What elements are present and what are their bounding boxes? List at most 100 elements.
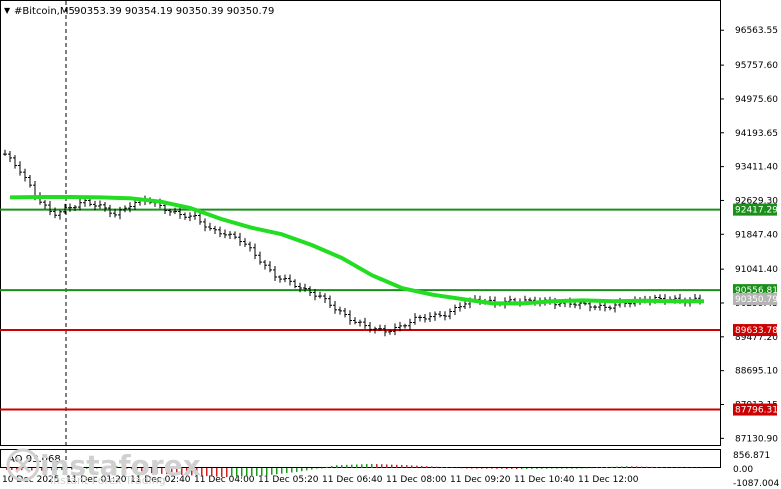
dropdown-arrow-icon[interactable]: ▼ [4, 6, 11, 15]
ao-bar [316, 468, 318, 469]
ohlc-readout: 90353.39 90354.19 90350.39 90350.79 [74, 6, 274, 17]
ao-bar [601, 467, 603, 468]
ao-bar [506, 468, 508, 469]
y-tick-label: 96563.55 [735, 26, 778, 36]
y-tick-label: 88695.10 [735, 367, 778, 377]
x-tick-label: 11 Dec 02:40 [130, 475, 191, 485]
ao-bar [486, 468, 488, 469]
ao-bar [241, 468, 243, 477]
ao-bar [526, 468, 528, 469]
ao-bar [41, 468, 43, 471]
y-tick-label: 94975.60 [735, 95, 778, 105]
ao-bar [21, 468, 23, 471]
ao-bar [286, 468, 288, 474]
ao-bar [301, 468, 303, 472]
ao-bar [536, 468, 538, 469]
ao-bar [226, 468, 228, 478]
ao-bar [261, 468, 263, 476]
x-tick-label: 11 Dec 06:40 [322, 475, 383, 485]
ao-bar [351, 464, 353, 468]
ao-bar [321, 467, 323, 469]
ao-bar [616, 466, 618, 468]
y-tick-label: 91041.40 [735, 265, 778, 275]
y-tick-label: 87130.90 [735, 434, 778, 444]
x-tick-label: 11 Dec 08:00 [386, 475, 447, 485]
ao-bar [581, 467, 583, 469]
ao-bar [656, 467, 658, 468]
x-tick-label: 11 Dec 05:20 [258, 475, 319, 485]
level-tag-label: 89633.78 [735, 326, 778, 336]
ao-bar [641, 466, 643, 468]
y-tick-label: 92629.30 [735, 196, 778, 206]
level-tag-label: 90556.81 [735, 286, 778, 296]
watermark-tagline: Instant Forex Trading [50, 474, 166, 487]
ao-bar [576, 467, 578, 469]
ao-bar [216, 468, 218, 477]
ao-bar [246, 468, 248, 477]
level-tag [733, 293, 777, 306]
ao-bar [371, 463, 373, 468]
ao-bar [501, 468, 503, 469]
ao-bar [681, 467, 683, 468]
ao-bar [31, 468, 33, 471]
ao-bar [671, 467, 673, 468]
x-tick-label: 11 Dec 12:00 [578, 475, 639, 485]
ao-bar [686, 467, 688, 469]
ao-bar [251, 468, 253, 477]
ao-bar [266, 468, 268, 476]
ao-bar [191, 468, 193, 476]
ao-bar [531, 468, 533, 469]
ao-bar [346, 464, 348, 468]
watermark: instaforex Instant Forex Trading [6, 445, 201, 487]
ao-bar [181, 468, 183, 475]
awesome-oscillator [6, 463, 703, 478]
ao-bar [201, 468, 203, 476]
ao-bar [471, 468, 473, 469]
x-tick-label: 11 Dec 01:20 [66, 475, 127, 485]
ao-bar [56, 468, 58, 471]
ao-bar [76, 468, 78, 470]
ao-bar [661, 467, 663, 468]
ao-bar [651, 466, 653, 468]
ao-bar [691, 467, 693, 469]
level-tag-label: 92417.29 [735, 206, 778, 216]
ao-bar [491, 468, 493, 469]
ao-bar [306, 468, 308, 471]
ao-bar [81, 468, 83, 470]
ao-bar [696, 467, 698, 469]
level-tag-label: 87796.31 [735, 406, 778, 416]
x-tick-label: 10 Dec 2025 [2, 475, 60, 485]
ao-bar [441, 466, 443, 468]
ao-bar [146, 468, 148, 473]
ao-bar [496, 468, 498, 469]
ao-scale-bot: -1087.004 [733, 479, 779, 489]
ao-bar [171, 468, 173, 475]
ao-bar [326, 466, 328, 468]
y-tick-label: 89477.20 [735, 333, 778, 343]
ao-bar [421, 465, 423, 468]
price-axis: 96563.55 95757.60 94975.60 94193.65 93411.40… [720, 26, 778, 444]
ao-bar [66, 468, 68, 470]
ao-bar [156, 468, 158, 474]
ao-bar [231, 468, 233, 477]
ao-bar [556, 468, 558, 469]
level-tag [733, 324, 777, 337]
ao-bar [236, 468, 238, 477]
ao-bar [401, 464, 403, 468]
ao-bar [206, 468, 208, 477]
ao-bar [591, 467, 593, 469]
ao-bar [196, 468, 198, 476]
level-tag [733, 203, 777, 216]
ao-bar [71, 468, 73, 470]
ao-bar [461, 467, 463, 469]
ao-bar [51, 468, 53, 471]
ao-bar [586, 467, 588, 469]
moving-average [9, 195, 704, 306]
ao-bar [16, 468, 18, 471]
y-tick-label: 95757.60 [735, 61, 778, 71]
ao-bar [456, 467, 458, 469]
moving-average-line [9, 195, 704, 306]
ao-bar [621, 466, 623, 468]
ao-bar [381, 464, 383, 468]
ao-bar [521, 468, 523, 470]
